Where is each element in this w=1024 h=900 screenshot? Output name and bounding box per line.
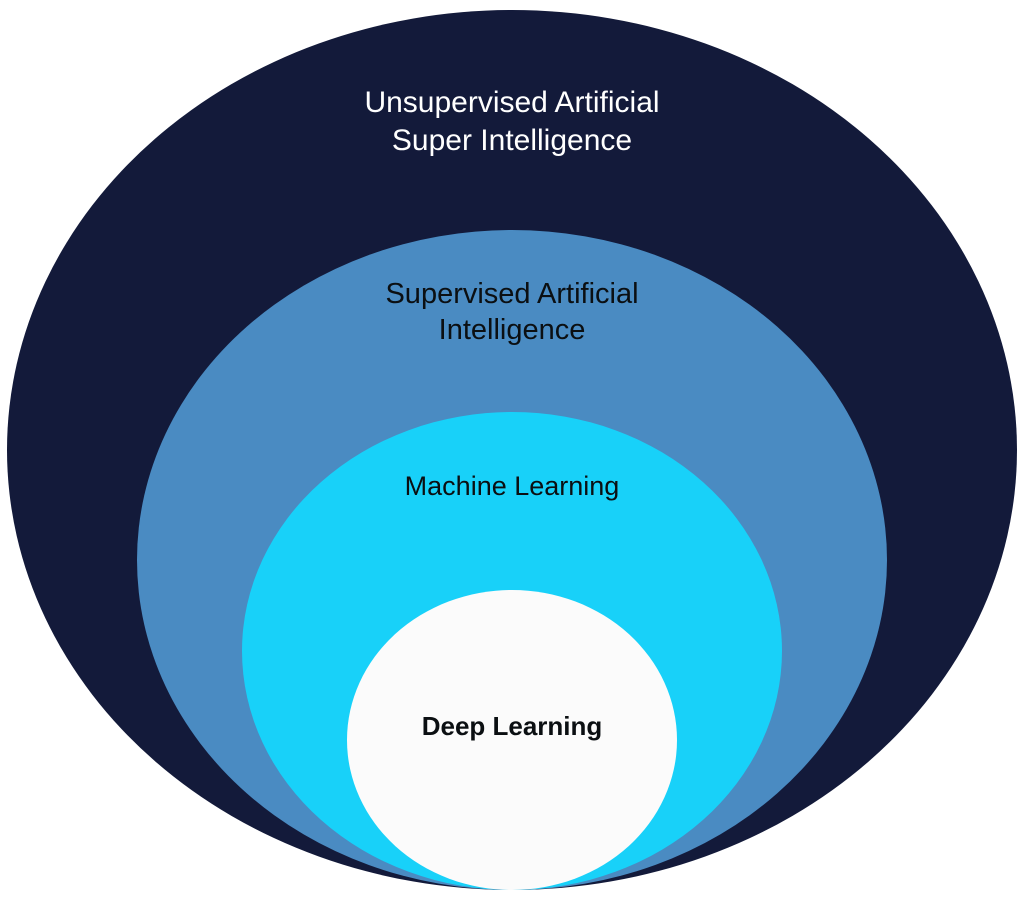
label-outer: Unsupervised Artificial Super Intelligen…	[364, 84, 659, 159]
nested-ellipse-diagram: Unsupervised Artificial Super Intelligen…	[0, 0, 1024, 900]
label-third: Machine Learning	[405, 470, 620, 504]
label-second: Supervised Artificial Intelligence	[385, 276, 638, 349]
label-inner: Deep Learning	[422, 710, 603, 743]
